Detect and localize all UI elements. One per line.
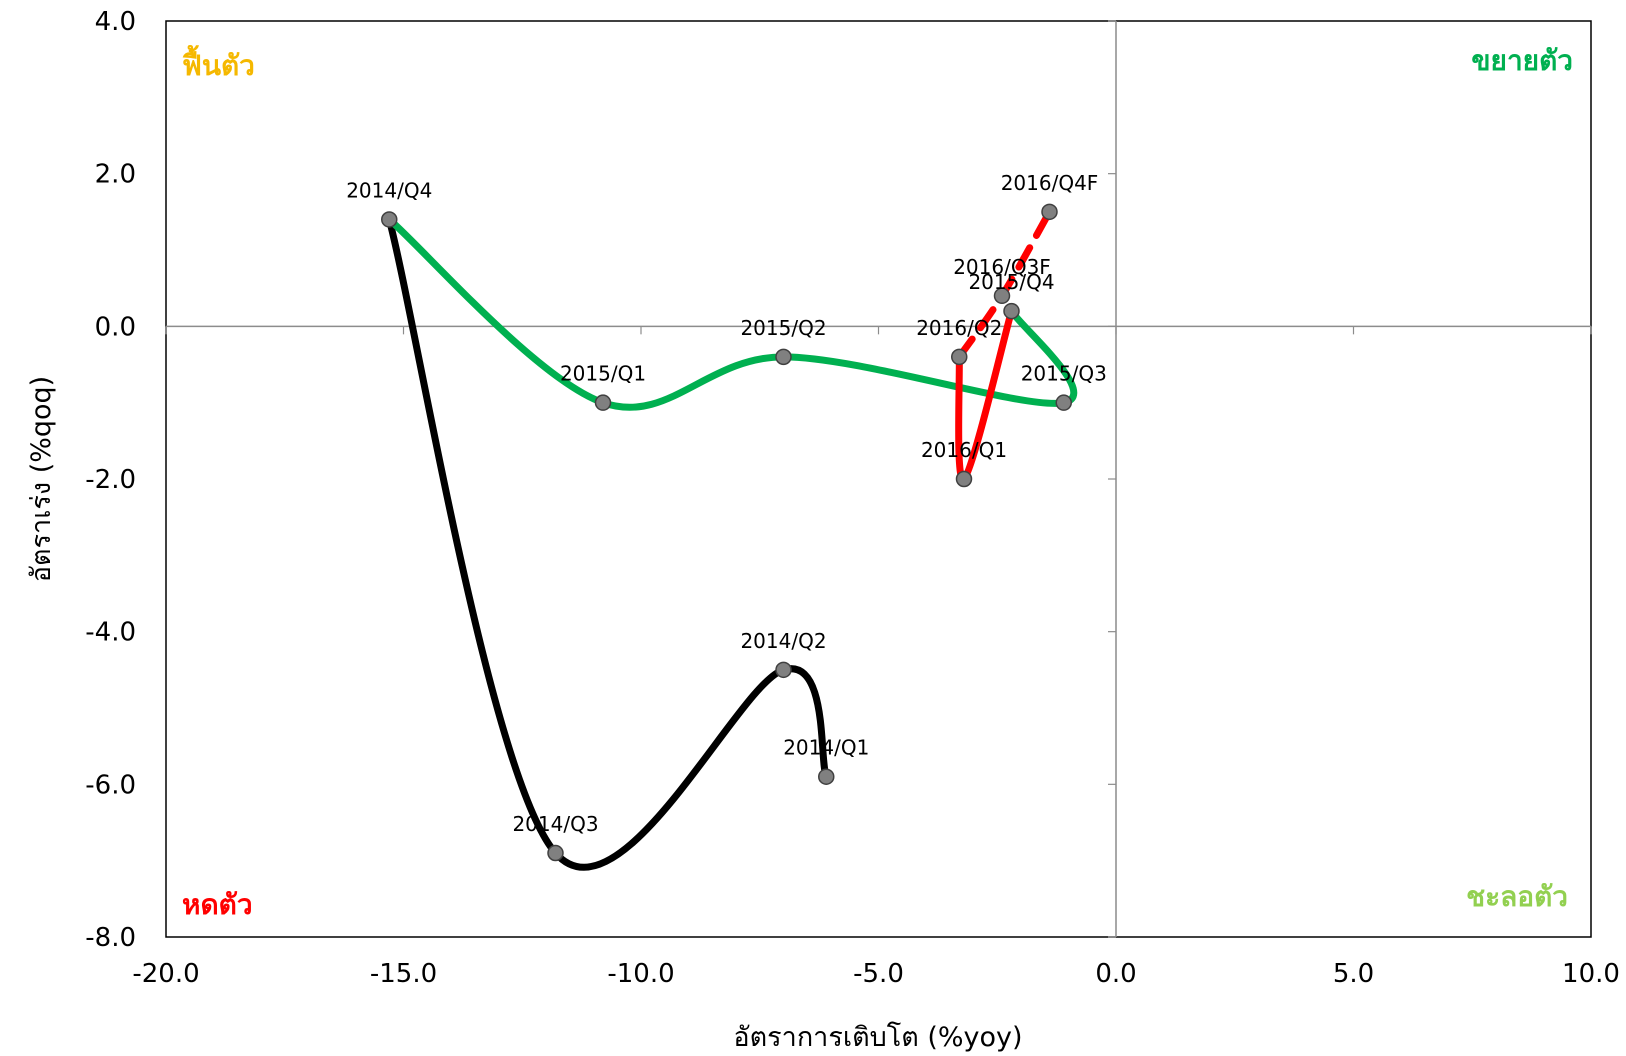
point-label: 2016/Q3F (953, 255, 1051, 279)
x-tick-label: -20.0 (132, 959, 199, 989)
y-tick-label: -8.0 (85, 923, 136, 953)
point-label: 2014/Q2 (740, 629, 826, 653)
y-axis-title: อัตราเร่ง (%qoq) (26, 376, 57, 582)
y-tick-label: -2.0 (85, 465, 136, 495)
x-axis-title: อัตราการเติบโต (%yoy) (733, 1022, 1022, 1053)
point-label: 2015/Q2 (740, 316, 826, 340)
data-point (1056, 395, 1071, 410)
y-tick-label: 4.0 (95, 7, 136, 37)
x-tick-label: -15.0 (370, 959, 437, 989)
data-point (548, 846, 563, 861)
point-label: 2014/Q4 (346, 178, 432, 202)
data-point (1004, 304, 1019, 319)
plot-area (166, 21, 1591, 937)
y-tick-label: 2.0 (95, 160, 136, 190)
point-label: 2016/Q1 (921, 438, 1007, 462)
point-label: 2015/Q1 (560, 362, 646, 386)
y-tick-labels: 4.0 2.0 0.0 -2.0 -4.0 -6.0 -8.0 (85, 7, 136, 953)
x-tick-label: 10.0 (1562, 959, 1620, 989)
data-point (382, 212, 397, 227)
y-tick-label: 0.0 (95, 312, 136, 342)
data-point (819, 769, 834, 784)
data-point (952, 349, 967, 364)
point-label: 2015/Q3 (1021, 362, 1107, 386)
x-tick-labels: -20.0 -15.0 -10.0 -5.0 0.0 5.0 10.0 (132, 959, 1620, 989)
x-tick-label: 5.0 (1333, 959, 1374, 989)
point-label: 2016/Q4F (1001, 171, 1099, 195)
y-tick-label: -6.0 (85, 770, 136, 800)
quadrant-label-top-left: ฟื้นตัว (182, 44, 255, 82)
data-point (776, 662, 791, 677)
data-point (1042, 204, 1057, 219)
quadrant-label-bottom-left: หดตัว (182, 888, 253, 921)
y-tick-label: -4.0 (85, 618, 136, 648)
point-label: 2014/Q3 (512, 812, 598, 836)
quadrant-label-top-right: ขยายตัว (1471, 44, 1573, 77)
data-point (957, 472, 972, 487)
quadrant-label-bottom-right: ชะลอตัว (1466, 880, 1568, 913)
x-tick-label: -5.0 (853, 959, 904, 989)
data-point (596, 395, 611, 410)
x-tick-label: -10.0 (607, 959, 674, 989)
x-tick-label: 0.0 (1095, 959, 1136, 989)
point-label: 2016/Q2 (916, 316, 1002, 340)
point-label: 2014/Q1 (783, 736, 869, 760)
data-point (776, 349, 791, 364)
